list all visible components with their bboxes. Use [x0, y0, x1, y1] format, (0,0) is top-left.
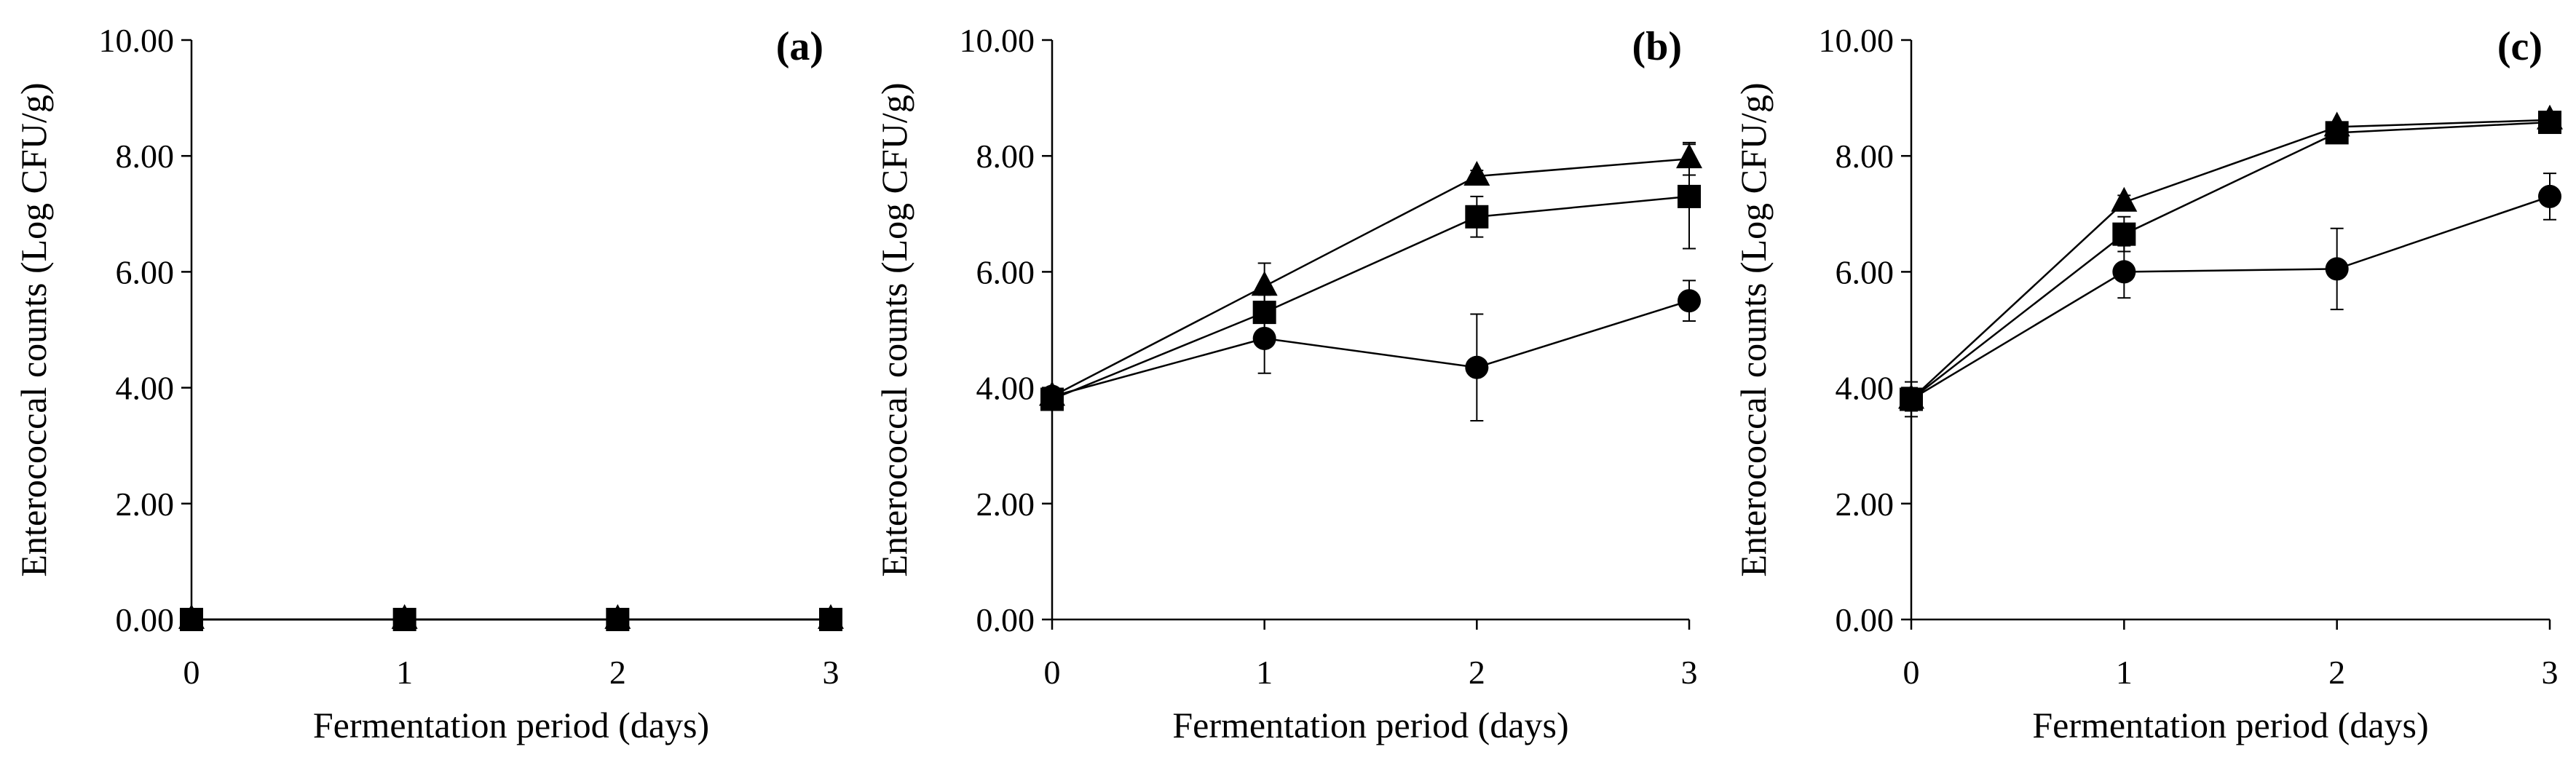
series-line — [1051, 157, 1690, 397]
data-point-square — [1252, 301, 1276, 325]
data-point-square — [1678, 184, 1701, 208]
x-axis-title: Fermentation period (days) — [2032, 705, 2428, 745]
data-point-square — [606, 608, 630, 631]
x-axis-title: Fermentation period (days) — [1172, 705, 1568, 745]
data-point-circle — [2325, 257, 2349, 281]
data-point-square — [819, 608, 842, 631]
y-tick-label: 4.00 — [116, 370, 175, 407]
panel-label: (b) — [1632, 24, 1682, 69]
series-line — [1911, 119, 2551, 400]
series-triangle — [178, 603, 844, 629]
series-square — [1040, 143, 1701, 411]
y-tick-label: 8.00 — [116, 138, 175, 175]
x-tick-label: 3 — [2542, 654, 2559, 691]
y-tick-label: 10.00 — [960, 22, 1035, 59]
y-tick-label: 8.00 — [1836, 138, 1895, 175]
y-axis-title: Enterococcal counts (Log CFU/g) — [13, 83, 54, 577]
y-tick-label: 0.00 — [116, 601, 175, 638]
series-square — [1900, 111, 2561, 412]
data-point-square — [1900, 387, 1923, 411]
series-square — [180, 608, 842, 631]
chart-panel-2: 0.00 2.00 4.00 6.00 8.00 10.00 0 1 2 3 Fermentatio… — [874, 22, 1702, 745]
series-circle — [1900, 173, 2561, 418]
data-point-square — [2538, 111, 2561, 135]
x-tick-label: 1 — [396, 654, 413, 691]
chart-panel-1: 0.00 2.00 4.00 6.00 8.00 10.00 0 1 2 3 Fermentatio… — [13, 22, 844, 745]
y-tick-label: 8.00 — [976, 138, 1035, 175]
y-tick-label: 10.00 — [1819, 22, 1895, 59]
y-tick-label: 10.00 — [99, 22, 175, 59]
y-tick-label: 0.00 — [976, 601, 1035, 638]
data-point-circle — [1678, 289, 1701, 313]
data-point-circle — [1465, 355, 1489, 379]
y-tick-label: 6.00 — [976, 253, 1035, 290]
chart-panel-3: 0.00 2.00 4.00 6.00 8.00 10.00 0 1 2 3 Fermentatio… — [1733, 22, 2563, 745]
y-axis-title: Enterococcal counts (Log CFU/g) — [874, 83, 914, 577]
y-tick-label: 4.00 — [1836, 370, 1895, 407]
data-point-square — [1040, 387, 1064, 411]
x-tick-label: 1 — [1256, 654, 1273, 691]
data-point-square — [2325, 121, 2349, 145]
series-line — [1051, 195, 1690, 400]
x-tick-label: 0 — [1903, 654, 1920, 691]
y-tick-label: 4.00 — [976, 370, 1035, 407]
series-triangle — [1039, 141, 1702, 406]
data-point-triangle — [2111, 186, 2138, 212]
x-tick-label: 2 — [609, 654, 626, 691]
data-point-square — [2112, 222, 2136, 246]
y-tick-label: 2.00 — [976, 486, 1035, 523]
data-point-square — [392, 608, 416, 631]
y-tick-label: 2.00 — [116, 486, 175, 523]
y-axis-title: Enterococcal counts (Log CFU/g) — [1733, 83, 1774, 577]
data-point-square — [180, 608, 203, 631]
x-tick-label: 0 — [183, 654, 200, 691]
data-point-circle — [1252, 326, 1276, 350]
x-tick-label: 2 — [2328, 654, 2345, 691]
data-point-circle — [2112, 260, 2136, 284]
y-tick-label: 6.00 — [116, 253, 175, 290]
x-tick-label: 0 — [1044, 654, 1061, 691]
x-tick-label: 3 — [823, 654, 839, 691]
series-triangle — [1898, 104, 2563, 409]
data-point-circle — [2538, 184, 2561, 208]
x-tick-label: 1 — [2116, 654, 2133, 691]
panel-label: (a) — [776, 24, 823, 69]
panel-label: (c) — [2497, 24, 2543, 69]
y-tick-label: 6.00 — [1836, 253, 1895, 290]
data-point-triangle — [1251, 271, 1278, 296]
series-line — [1911, 195, 2551, 400]
series-line — [1911, 121, 2551, 400]
series-line — [1051, 300, 1690, 397]
x-tick-label: 3 — [1681, 654, 1698, 691]
x-axis-title: Fermentation period (days) — [313, 705, 709, 745]
y-tick-label: 0.00 — [1836, 601, 1895, 638]
data-point-square — [1465, 205, 1489, 229]
y-tick-label: 2.00 — [1836, 486, 1895, 523]
data-point-triangle — [1463, 160, 1490, 186]
x-tick-label: 2 — [1469, 654, 1485, 691]
